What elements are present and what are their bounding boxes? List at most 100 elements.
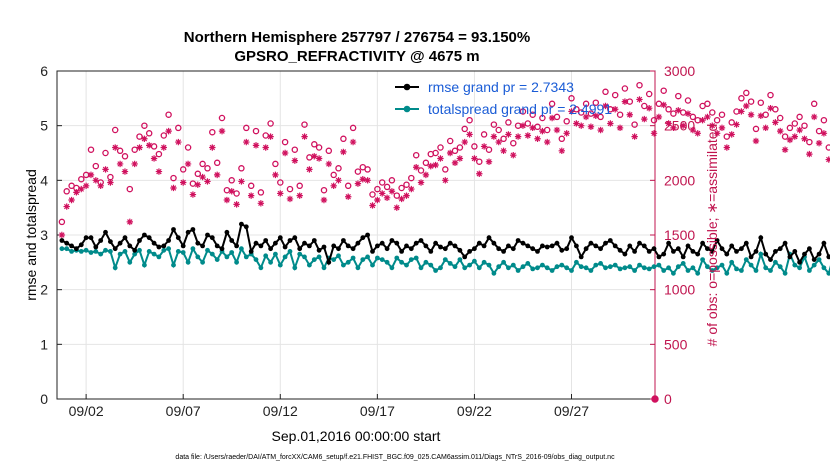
obs-possible-point — [446, 137, 454, 145]
obs-assimilated-point — [616, 124, 624, 132]
rmse-point — [379, 240, 385, 246]
axes: 09/02 09/07 09/12 09/17 09/22 09/27 0 1 2 3 4 5 6 0 50… — [40, 63, 695, 419]
obs-possible-point — [145, 130, 153, 137]
totalspread-series — [59, 246, 830, 276]
rmse-point — [137, 238, 142, 243]
obs-possible-point — [534, 123, 541, 131]
totalspread-point — [302, 254, 307, 260]
totalspread-point — [617, 266, 623, 272]
obs-possible-point — [315, 144, 323, 151]
rmse-point — [802, 251, 807, 257]
rmse-point — [535, 249, 540, 254]
obs-possible-point — [281, 138, 289, 146]
obs-possible-point — [485, 146, 493, 153]
obs-possible-point — [388, 177, 396, 184]
obs-assimilated-point — [747, 111, 755, 118]
rmse-point — [326, 259, 332, 265]
rmse-point — [661, 251, 667, 257]
obs-possible-point — [456, 144, 464, 151]
obs-assimilated-point — [631, 133, 638, 140]
rmse-point — [472, 246, 477, 252]
obs-possible-point — [111, 126, 119, 134]
obs-possible-point — [636, 81, 643, 89]
obs-possible-point — [184, 144, 192, 151]
totalspread-point — [142, 262, 147, 268]
totalspread-point — [797, 265, 802, 271]
obs-possible-point — [170, 174, 177, 182]
obs-assimilated-point — [801, 135, 808, 142]
obs-assimilated-point — [791, 133, 798, 140]
y-right-tick-label: 1000 — [664, 282, 695, 298]
rmse-point — [287, 238, 293, 243]
rmse-point — [413, 240, 419, 246]
obs-possible-point — [480, 131, 488, 138]
totalspread-point — [734, 266, 739, 272]
obs-assimilated-point — [757, 112, 765, 120]
obs-assimilated-point — [815, 139, 823, 147]
obs-possible-point — [213, 159, 221, 167]
rmse-point — [549, 243, 555, 249]
obs-possible-point — [306, 154, 313, 161]
totalspread-point — [763, 265, 769, 271]
obs-assimilated-point — [718, 124, 726, 132]
totalspread-point — [661, 268, 667, 273]
totalspread-point — [146, 249, 152, 254]
obs-assimilated-point — [641, 115, 648, 123]
totalspread-point — [69, 249, 74, 254]
obs-assimilated-point — [364, 177, 371, 184]
obs-assimilated-point — [403, 192, 410, 199]
obs-possible-point — [160, 132, 168, 139]
rmse-point — [743, 240, 749, 246]
legend-spread-label: totalspread grand pr = 2.4991 — [428, 101, 612, 117]
rmse-point — [151, 240, 157, 246]
obs-assimilated-point — [597, 126, 604, 134]
rmse-point — [700, 240, 705, 246]
totalspread-point — [753, 268, 759, 273]
totalspread-point — [510, 262, 516, 268]
obs-assimilated-point — [476, 170, 483, 177]
obs-assimilated-point — [820, 130, 828, 137]
y-right-tick-label: 0 — [664, 391, 672, 407]
obs-possible-point — [621, 85, 629, 92]
rmse-point — [709, 249, 715, 254]
totalspread-point — [632, 268, 637, 273]
totalspread-point — [243, 254, 249, 260]
y-axis-left-label: rmse and totalspread — [23, 169, 39, 301]
rmse-point — [758, 235, 764, 241]
totalspread-point — [185, 259, 191, 265]
obs-assimilated-point — [786, 136, 794, 144]
obs-assimilated-point — [267, 133, 274, 140]
obs-possible-point — [539, 114, 546, 122]
obs-assimilated-point — [359, 176, 366, 183]
obs-assimilated-point — [636, 96, 643, 103]
rmse-point — [739, 246, 744, 252]
obs-assimilated-point — [340, 148, 347, 156]
totalspread-point — [404, 262, 409, 268]
rmse-point — [180, 243, 186, 249]
totalspread-point — [768, 268, 773, 273]
obs-assimilated-point — [73, 189, 80, 196]
obs-assimilated-point — [349, 138, 357, 146]
totalspread-point — [578, 264, 584, 270]
obs-possible-point — [87, 146, 95, 153]
obs-assimilated-point — [796, 126, 803, 134]
obs-possible-point — [709, 109, 716, 116]
rmse-point — [462, 254, 468, 260]
obs-assimilated-point — [291, 157, 299, 164]
totalspread-point — [821, 265, 827, 271]
obs-assimilated-point — [713, 130, 721, 137]
obs-assimilated-point — [553, 126, 561, 134]
totalspread-point — [331, 257, 337, 262]
obs-assimilated-point — [209, 144, 216, 151]
totalspread-point — [816, 257, 822, 262]
obs-possible-point — [510, 139, 517, 147]
rmse-point — [467, 249, 472, 254]
obs-assimilated-point — [330, 182, 337, 189]
rmse-point — [224, 229, 230, 235]
totalspread-point — [161, 247, 167, 253]
obs-assimilated-point — [806, 150, 813, 158]
rmse-point — [782, 240, 788, 246]
totalspread-point — [442, 257, 448, 262]
totalspread-point — [263, 253, 269, 259]
totalspread-point — [671, 270, 676, 276]
